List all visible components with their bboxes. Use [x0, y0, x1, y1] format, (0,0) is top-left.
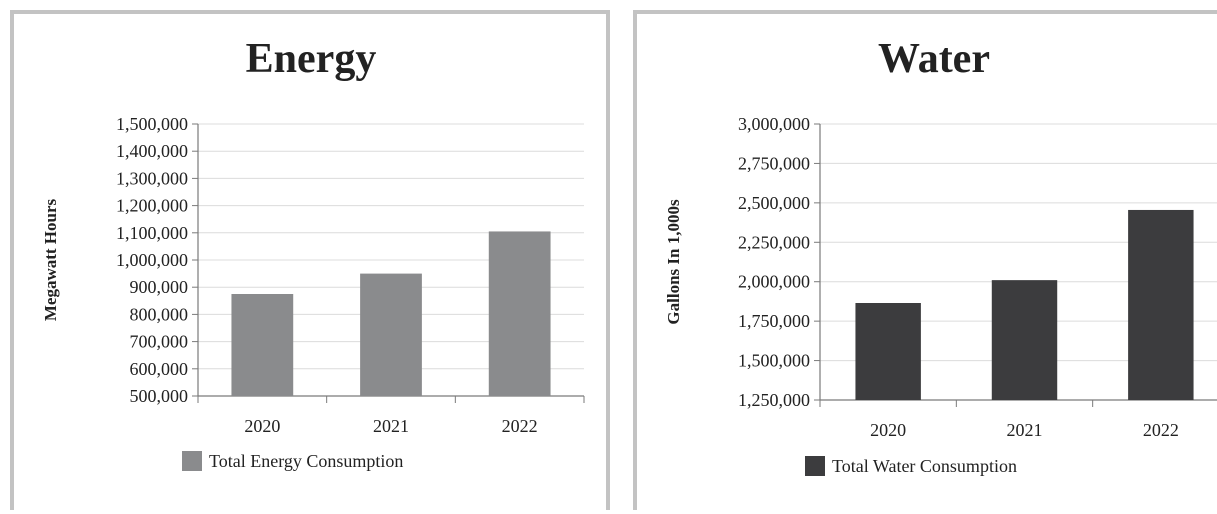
- y-tick-label: 1,750,000: [738, 311, 810, 331]
- bar-2022: [488, 231, 551, 396]
- bar-2020: [855, 303, 921, 400]
- energy-chart: Energy 500,000 600,000 700,000 800,000 900,00…: [41, 36, 585, 471]
- legend-swatch: [182, 451, 202, 471]
- x-tick-label: 2021: [373, 416, 409, 436]
- y-tick-label: 1,400,000: [116, 141, 188, 161]
- chart-title: Water: [878, 36, 990, 82]
- x-tick-label: 2020: [244, 416, 280, 436]
- y-tick-label: 2,750,000: [738, 153, 810, 173]
- bar-2021: [991, 280, 1058, 400]
- legend-swatch: [805, 456, 825, 476]
- x-tick-label: 2022: [1143, 420, 1179, 440]
- y-tick-label: 600,000: [130, 359, 189, 379]
- bar-2021: [360, 273, 422, 396]
- y-tick-label: 700,000: [130, 332, 189, 352]
- y-axis-label: Gallons In 1,000s: [664, 199, 683, 325]
- y-tick-label: 1,500,000: [738, 351, 810, 371]
- bar-2020: [231, 294, 294, 396]
- x-tick-label: 2022: [502, 416, 538, 436]
- y-tick-label: 1,200,000: [116, 196, 188, 216]
- legend-label: Total Water Consumption: [832, 456, 1017, 476]
- bar-2022: [1128, 209, 1194, 400]
- y-tick-label: 1,300,000: [116, 168, 188, 188]
- y-tick-label: 2,000,000: [738, 272, 810, 292]
- y-axis-label: Megawatt Hours: [41, 198, 60, 321]
- y-tick-label: 1,100,000: [116, 223, 188, 243]
- y-tick-label: 900,000: [130, 277, 189, 297]
- x-tick-label: 2020: [870, 420, 906, 440]
- energy-chart-panel: Energy 500,000 600,000 700,000 800,000 900,00…: [10, 10, 610, 510]
- legend-label: Total Energy Consumption: [209, 451, 403, 471]
- y-tick-label: 3,000,000: [738, 114, 810, 134]
- x-tick-label: 2021: [1007, 420, 1043, 440]
- y-tick-label: 2,250,000: [738, 232, 810, 252]
- y-tick-label: 800,000: [130, 304, 189, 324]
- y-tick-label: 2,500,000: [738, 193, 810, 213]
- y-tick-label: 1,500,000: [116, 114, 188, 134]
- chart-title: Energy: [246, 36, 377, 82]
- y-tick-label: 500,000: [130, 386, 189, 406]
- y-tick-label: 1,250,000: [738, 390, 810, 410]
- y-tick-label: 1,000,000: [116, 250, 188, 270]
- water-chart-panel: Water 1,250,000 1,500,000 1,750,000 2,000,00…: [633, 10, 1217, 510]
- water-chart: Water 1,250,000 1,500,000 1,750,000 2,000,00…: [664, 36, 1217, 476]
